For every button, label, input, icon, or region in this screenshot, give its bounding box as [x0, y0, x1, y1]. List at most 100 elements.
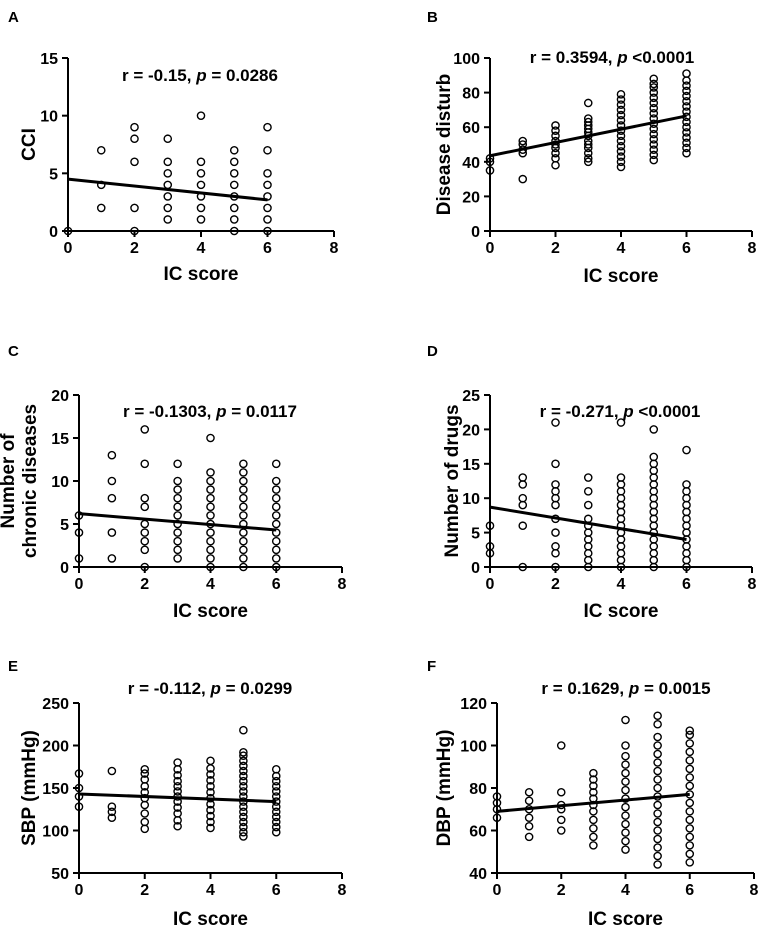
- data-point: [653, 758, 662, 767]
- data-point: [271, 493, 281, 503]
- data-point: [649, 535, 659, 544]
- y-tick-label: 80: [469, 781, 487, 798]
- data-point: [621, 751, 630, 761]
- data-point: [682, 480, 691, 489]
- p-value: <0.0001: [634, 402, 701, 421]
- data-point: [589, 787, 598, 797]
- data-point: [551, 121, 560, 130]
- y-tick-label: 5: [49, 166, 58, 183]
- data-point: [173, 536, 182, 546]
- data-point: [206, 756, 215, 766]
- y-tick-label: 20: [462, 189, 480, 206]
- r-value: r = -0.112,: [128, 679, 211, 698]
- data-point: [173, 476, 182, 486]
- data-point: [616, 535, 626, 544]
- data-point: [206, 433, 215, 443]
- data-point: [271, 776, 281, 786]
- data-point: [524, 787, 534, 797]
- data-point: [239, 751, 248, 761]
- data-point: [621, 715, 630, 725]
- x-tick-label: 8: [338, 576, 347, 593]
- data-point: [206, 493, 215, 503]
- correlation-annotation: r = 0.1629, p = 0.0015: [541, 679, 710, 698]
- r-value: r = 0.3594,: [530, 48, 617, 67]
- data-point: [685, 764, 695, 774]
- data-point: [74, 802, 84, 812]
- y-tick-label: 100: [453, 51, 480, 68]
- data-point: [685, 824, 695, 833]
- data-point: [649, 548, 659, 558]
- data-point: [551, 493, 560, 503]
- data-point: [616, 110, 626, 120]
- data-point: [551, 548, 560, 558]
- correlation-annotation: r = 0.3594, p <0.0001: [530, 48, 694, 67]
- data-point: [649, 459, 659, 469]
- data-point: [239, 782, 248, 791]
- data-point: [206, 511, 215, 520]
- data-point: [140, 775, 150, 784]
- data-point: [583, 157, 593, 167]
- data-points: [63, 111, 272, 236]
- x-tick-label: 2: [140, 576, 149, 593]
- x-tick-label: 2: [551, 240, 560, 257]
- data-point: [206, 787, 215, 797]
- data-point: [616, 115, 626, 125]
- data-point: [682, 102, 691, 111]
- data-point: [682, 96, 691, 106]
- data-point: [649, 150, 659, 160]
- data-point: [589, 841, 598, 850]
- data-point: [551, 480, 560, 489]
- data-point: [107, 450, 117, 460]
- correlation-annotation: r = -0.15, p = 0.0286: [122, 66, 278, 85]
- data-point: [682, 542, 691, 551]
- data-point: [616, 100, 626, 110]
- x-tick-label: 0: [486, 576, 495, 593]
- data-point: [518, 480, 528, 489]
- y-tick-label: 0: [471, 224, 480, 241]
- data-point: [551, 528, 560, 537]
- y-tick-label: 25: [462, 388, 480, 405]
- data-point: [653, 719, 662, 729]
- data-point: [649, 507, 659, 517]
- data-point: [263, 192, 272, 201]
- data-point: [518, 562, 528, 572]
- x-tick-label: 4: [617, 240, 626, 257]
- data-point: [263, 180, 272, 190]
- data-point: [271, 822, 281, 832]
- data-point: [518, 136, 528, 146]
- data-point: [583, 487, 593, 496]
- data-point: [229, 215, 239, 224]
- x-tick-label: 0: [75, 882, 84, 899]
- data-point: [140, 809, 150, 818]
- x-tick-label: 8: [748, 240, 757, 257]
- data-point: [616, 90, 626, 99]
- x-tick-label: 4: [197, 240, 206, 257]
- data-point: [239, 725, 248, 735]
- data-point: [685, 726, 695, 735]
- data-point: [140, 536, 150, 546]
- data-point: [271, 511, 281, 520]
- x-tick-label: 6: [263, 240, 272, 257]
- data-point: [653, 741, 662, 750]
- p-symbol: p: [209, 679, 220, 698]
- x-tick-label: 8: [330, 240, 339, 257]
- data-point: [682, 122, 691, 132]
- data-point: [653, 766, 662, 776]
- data-point: [96, 203, 106, 213]
- x-tick-label: 8: [338, 882, 347, 899]
- data-point: [616, 555, 626, 565]
- data-point: [653, 800, 662, 810]
- data-point: [682, 138, 691, 148]
- x-tick-label: 0: [486, 240, 495, 257]
- data-point: [649, 79, 659, 89]
- data-point: [583, 473, 593, 482]
- data-point: [206, 782, 215, 791]
- p-value: = 0.0286: [207, 66, 278, 85]
- data-point: [649, 500, 659, 510]
- data-point: [682, 445, 691, 455]
- data-point: [163, 134, 173, 144]
- data-point: [621, 768, 630, 778]
- data-point: [653, 843, 662, 852]
- data-point: [685, 841, 695, 850]
